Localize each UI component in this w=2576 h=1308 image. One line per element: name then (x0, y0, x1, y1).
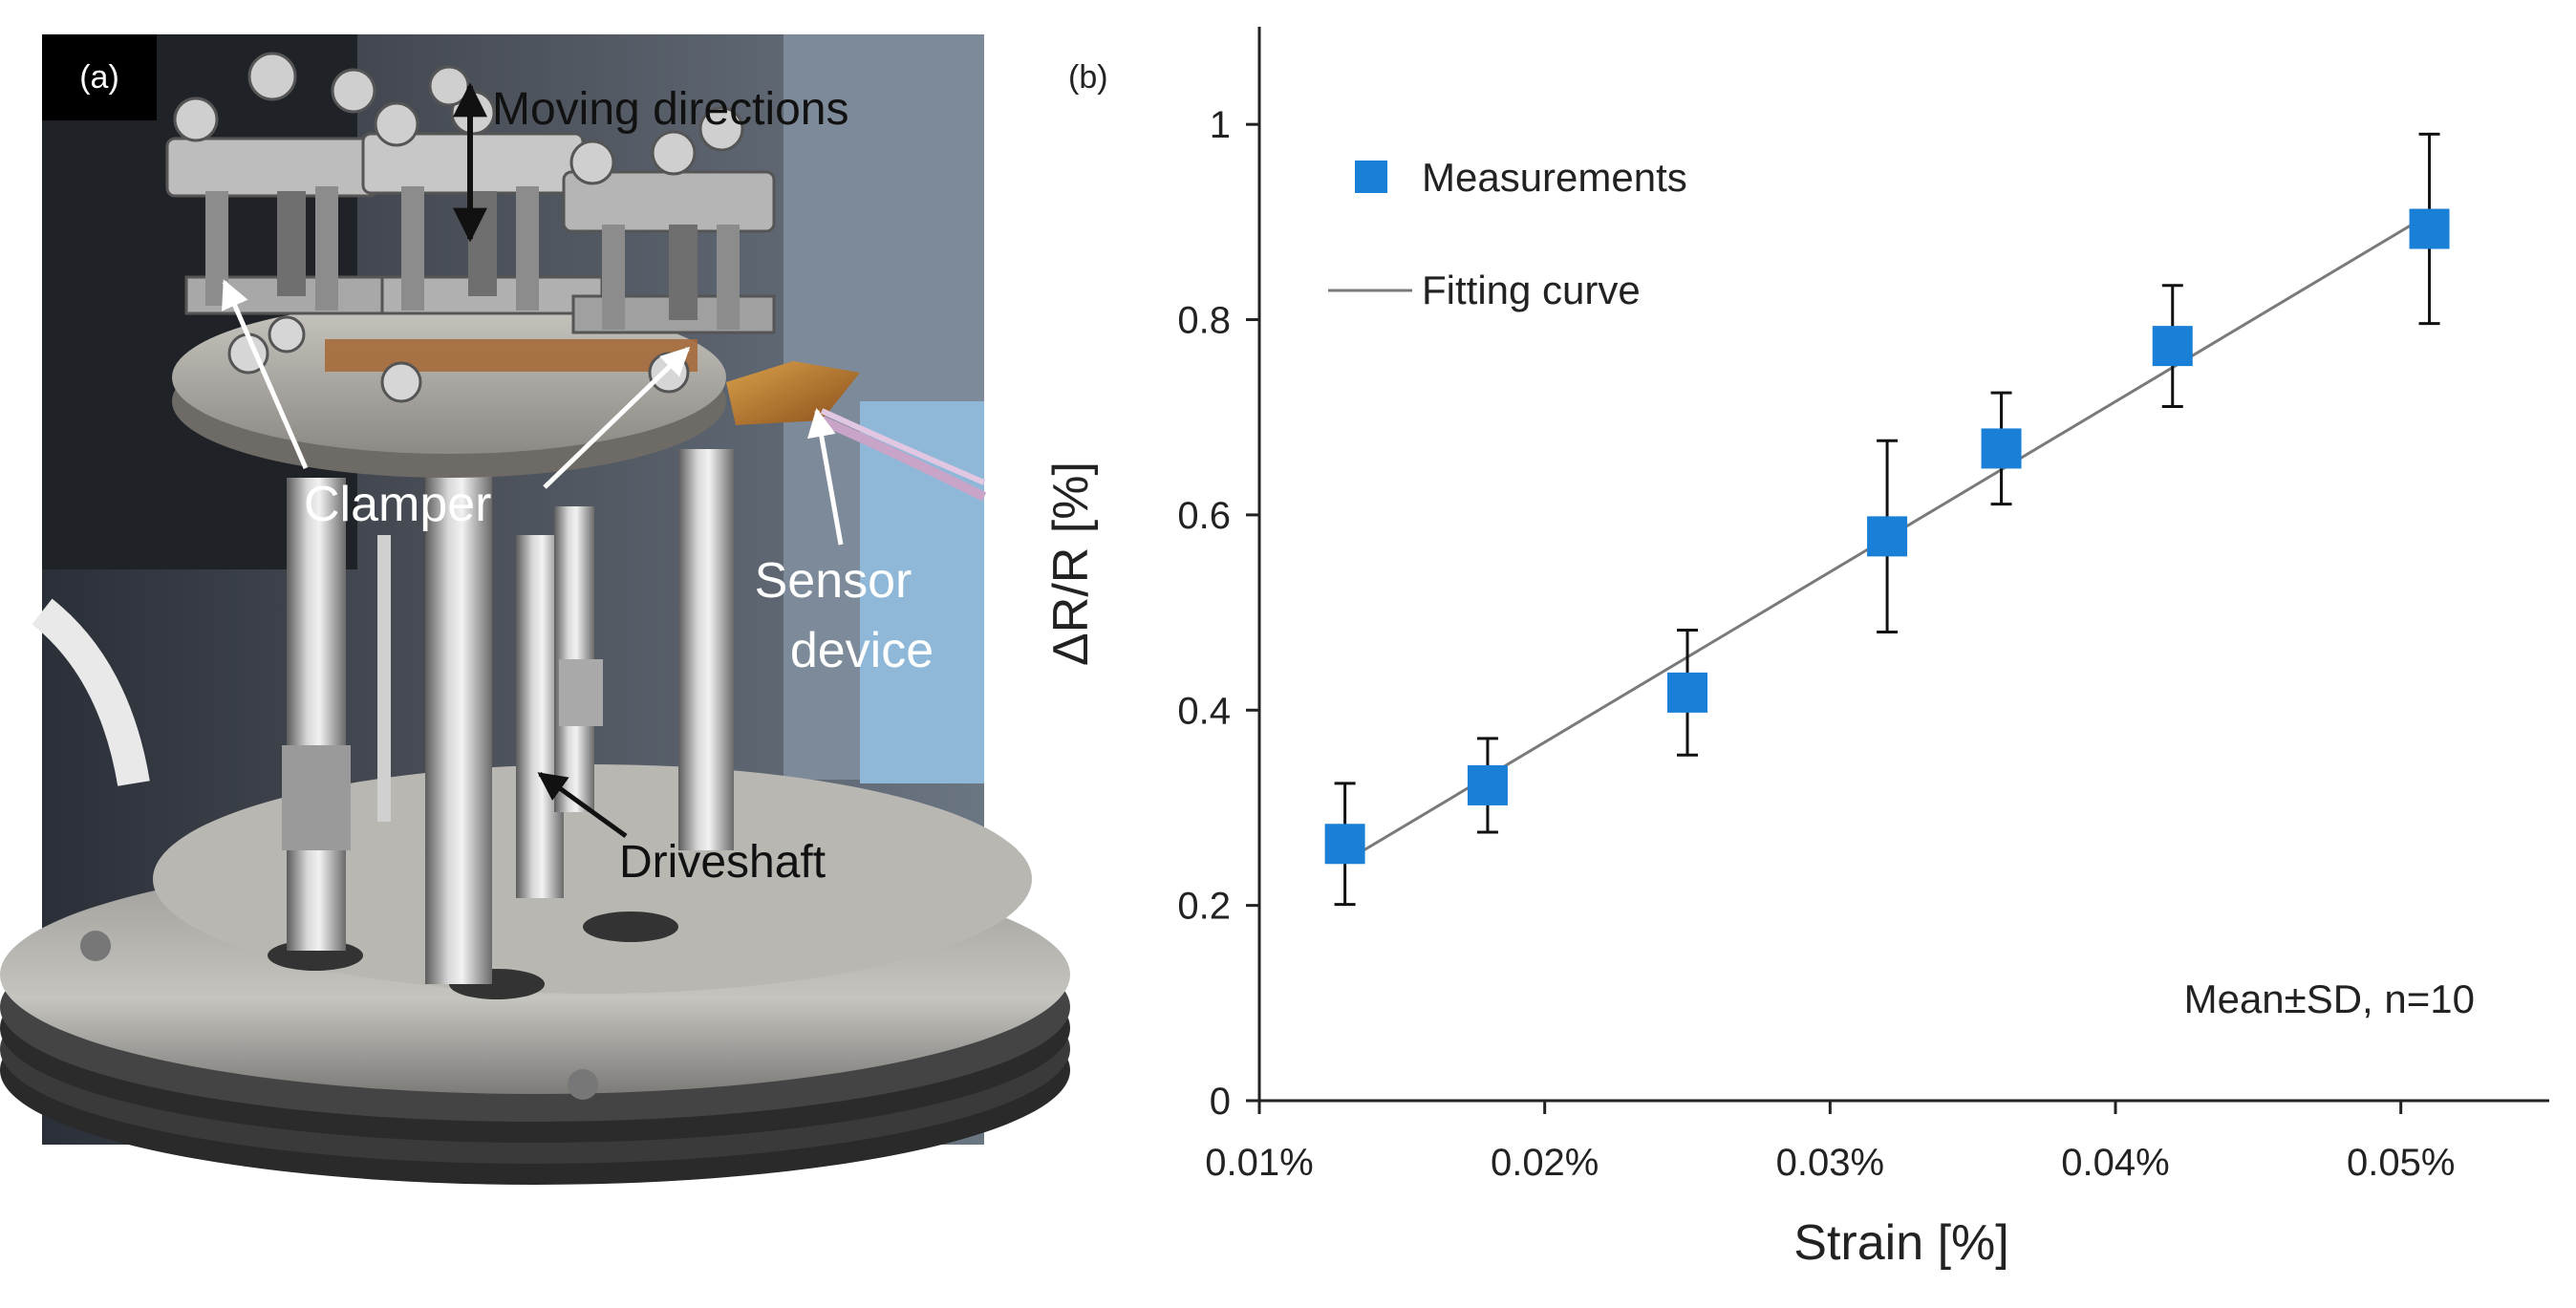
measurement-point (1324, 824, 1365, 865)
y-axis-title: ΔR/R [%] (1043, 461, 1099, 666)
driveshaft-arrow (537, 771, 628, 839)
y-tick-label: 0.4 (1177, 690, 1231, 732)
stats-annotation: Mean±SD, n=10 (2184, 976, 2475, 1021)
panel-b-tag: (b) (1068, 59, 1108, 96)
x-tick-label: 0.04% (2061, 1142, 2169, 1184)
y-tick-label: 0.8 (1177, 300, 1231, 342)
measurement-point (1467, 764, 1508, 805)
clamp-frame (165, 52, 776, 403)
x-axis-ticks: 0.01% 0.02% 0.03% 0.04% 0.05% (1205, 1101, 2455, 1184)
y-tick-label: 1 (1210, 104, 1231, 146)
panel-a-tag: (a) (79, 59, 119, 96)
clamper-arrow-left (222, 279, 309, 469)
y-tick-label: 0.2 (1177, 886, 1231, 928)
legend-measurements-marker (1355, 161, 1387, 193)
measurement-point (2152, 326, 2193, 367)
clamper-arrow-right (543, 346, 691, 489)
moving-directions-label: Moving directions (492, 84, 849, 135)
legend-fitting-curve-label: Fitting curve (1422, 268, 1641, 312)
panel-b-chart: (b) 00.20.40.60.81 0.01% 0.02% 0.03% 0.04% 0… (1043, 27, 2549, 1271)
driveshaft-label: Driveshaft (619, 837, 826, 888)
y-tick-label: 0 (1210, 1081, 1231, 1123)
panel-a-tag-box (42, 34, 157, 120)
sensor-label-line2: device (790, 623, 934, 678)
panel-a-photo: (a) Moving directions Clamper Sensor dev… (0, 34, 1070, 1185)
clamp-plate (172, 301, 726, 478)
driveshaft-rods (282, 449, 734, 984)
measurement-point (1981, 428, 2022, 469)
measurement-point (1867, 516, 1908, 557)
legend: Measurements Fitting curve (1328, 155, 1687, 312)
y-axis-ticks: 0 0.2 0.4 0.6 0.8 1 (1177, 104, 1259, 1123)
x-axis-title: Strain [%] (1793, 1215, 2008, 1271)
measurement-point (1667, 672, 1708, 713)
x-tick-label: 0.05% (2347, 1142, 2455, 1184)
base-platform (0, 764, 1070, 1185)
x-tick-label: 0.03% (1776, 1142, 1884, 1184)
x-tick-label: 0.01% (1205, 1142, 1313, 1184)
sensor-arrow (806, 408, 844, 546)
sensor-label-line1: Sensor (755, 553, 912, 609)
clamper-label: Clamper (304, 477, 492, 532)
y-tick-label: 0.6 (1177, 495, 1231, 537)
measurement-point (2409, 208, 2450, 249)
legend-measurements-label: Measurements (1422, 155, 1687, 200)
x-tick-label: 0.02% (1491, 1142, 1599, 1184)
background-cable (32, 598, 150, 786)
marker-layer (1324, 208, 2450, 865)
